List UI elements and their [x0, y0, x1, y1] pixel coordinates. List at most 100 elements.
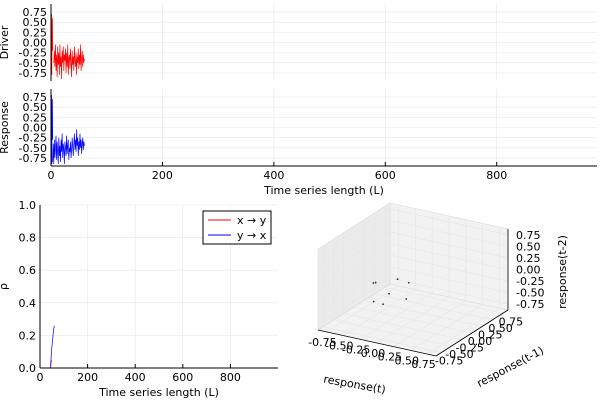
z-tick-label: -0.25: [516, 275, 544, 288]
y-tick-label: 0.00: [23, 122, 48, 135]
x-axis-3d: [317, 329, 437, 357]
y-tick-label: -0.75: [435, 355, 463, 368]
series-line: [52, 129, 85, 164]
rho-series: [50, 325, 55, 369]
y-tick-label: -0.25: [19, 132, 47, 145]
rho-y-ticks: 0.0 0.2 0.4 0.6 0.8 1.0: [19, 199, 37, 375]
y-tick-label: -0.25: [19, 47, 47, 60]
grid-line: [389, 231, 509, 259]
grid-line: [353, 306, 473, 334]
z-tick-label: 0.25: [516, 252, 541, 265]
data-point: [407, 281, 410, 284]
x-tick-label: -0.25: [342, 343, 370, 356]
grid-line: [410, 304, 483, 351]
y-tick-label: 0.6: [19, 264, 37, 277]
y-tick-label: -0.25: [455, 342, 483, 355]
y-tick-label: 0.2: [19, 329, 37, 342]
response-x-ticks: 0 200 400 600 800: [48, 162, 507, 182]
driver-y-ticks: 0.750.500.250.00-0.25-0.50-0.75: [19, 6, 47, 80]
embedding-3d-panel: -0.75-0.50-0.250.000.250.500.75 -0.75-0.5…: [308, 202, 569, 397]
y-tick-label: 0.25: [23, 26, 48, 39]
z-tick-label: -0.50: [516, 287, 544, 300]
embedding-3d-points: [372, 278, 410, 306]
z-tick-label: 0.00: [516, 264, 541, 277]
x-tick-label: 0.00: [361, 347, 386, 360]
response-panel: 0.750.500.250.00-0.25-0.50-0.75 0 200 400 6…: [0, 88, 597, 197]
grid-line: [364, 300, 483, 327]
x-tick-label: 400: [125, 371, 146, 384]
x-tick-label: 0: [48, 169, 55, 182]
rho-panel: 0.0 0.2 0.4 0.6 0.8 1.0 0 200 400 600 800 ρ Time …: [0, 199, 278, 399]
y-tick-label: 1.0: [19, 199, 37, 212]
y-tick-label: -0.50: [445, 348, 473, 361]
x-tick-label: 200: [77, 371, 98, 384]
z-tick-label: 0.50: [516, 240, 541, 253]
y-tick-label: 0.25: [478, 328, 503, 341]
x-tick-label: 200: [152, 169, 173, 182]
data-point: [372, 282, 375, 284]
legend-label: y → x: [237, 229, 267, 242]
response-series: [50, 88, 85, 164]
x-tick-label: -0.50: [325, 340, 353, 353]
grid-line: [317, 208, 391, 256]
y-tick-label: 0.25: [23, 111, 48, 124]
data-point: [372, 300, 375, 303]
response-y-label: Response: [0, 101, 11, 154]
grid-line: [317, 243, 391, 290]
response-x-label: Time series length (L): [263, 184, 384, 197]
y-tick-label: 0.50: [488, 322, 513, 335]
x-tick-label: 400: [263, 169, 284, 182]
y-tick-label: 0.8: [19, 232, 37, 245]
z-tick-label: -0.75: [516, 298, 544, 311]
embedding-3d-grid: [317, 204, 509, 357]
y-tick-label: 0.00: [23, 37, 48, 50]
data-point: [396, 278, 399, 281]
grid-line: [389, 220, 509, 247]
y-tick-label: 0.75: [499, 315, 524, 328]
driver-panel: 0.750.500.250.00-0.25-0.50-0.75 Driver: [0, 4, 597, 81]
grid-line: [427, 307, 500, 355]
y-tick-label: 0.50: [23, 16, 48, 29]
embedding-z-label: response(t-2): [556, 235, 569, 309]
data-point: [405, 298, 408, 300]
y-tick-label: 0.75: [23, 91, 48, 104]
x-tick-label: -0.75: [308, 336, 336, 349]
y-axis-3d: [435, 309, 509, 357]
y-tick-label: -0.75: [19, 67, 47, 80]
response-grid: [50, 89, 597, 166]
y-tick-label: 0.50: [23, 101, 48, 114]
x-tick-label: 0.50: [394, 354, 419, 367]
embedding-3d-ticks: -0.75-0.50-0.250.000.250.500.75 -0.75-0.5…: [308, 229, 544, 371]
y-tick-label: 0.00: [468, 335, 493, 348]
grid-line: [393, 300, 467, 347]
driver-y-label: Driver: [0, 25, 11, 59]
y-tick-label: 0.4: [19, 297, 37, 310]
data-point: [374, 281, 377, 284]
grid-line: [389, 208, 509, 236]
grid-line: [389, 243, 509, 270]
y-tick-label: 0.75: [23, 6, 48, 19]
x-tick-label: 0.25: [378, 351, 403, 364]
z-tick-label: 0.75: [516, 229, 541, 242]
x-tick-label: 600: [172, 371, 193, 384]
x-tick-label: 600: [375, 169, 396, 182]
y-tick-label: -0.50: [19, 142, 47, 155]
x-tick-label: 800: [220, 371, 241, 384]
series-line-y → x: [50, 325, 55, 369]
rho-y-label: ρ: [0, 283, 10, 290]
embedding-x-label: response(t): [323, 373, 387, 397]
grid-line: [384, 286, 503, 314]
grid-line: [317, 231, 391, 279]
driver-grid: [50, 4, 597, 81]
legend-label: x → y: [237, 214, 267, 227]
grid-line: [317, 220, 391, 267]
rho-x-ticks: 0 200 400 600 800: [37, 364, 241, 384]
x-tick-label: 800: [486, 169, 507, 182]
y-tick-label: -0.75: [19, 152, 47, 165]
response-y-ticks: 0.750.500.250.00-0.25-0.50-0.75: [19, 91, 47, 165]
x-tick-label: 0.75: [411, 358, 436, 371]
y-tick-label: -0.50: [19, 57, 47, 70]
grid-line: [374, 293, 493, 321]
data-point: [382, 303, 384, 306]
